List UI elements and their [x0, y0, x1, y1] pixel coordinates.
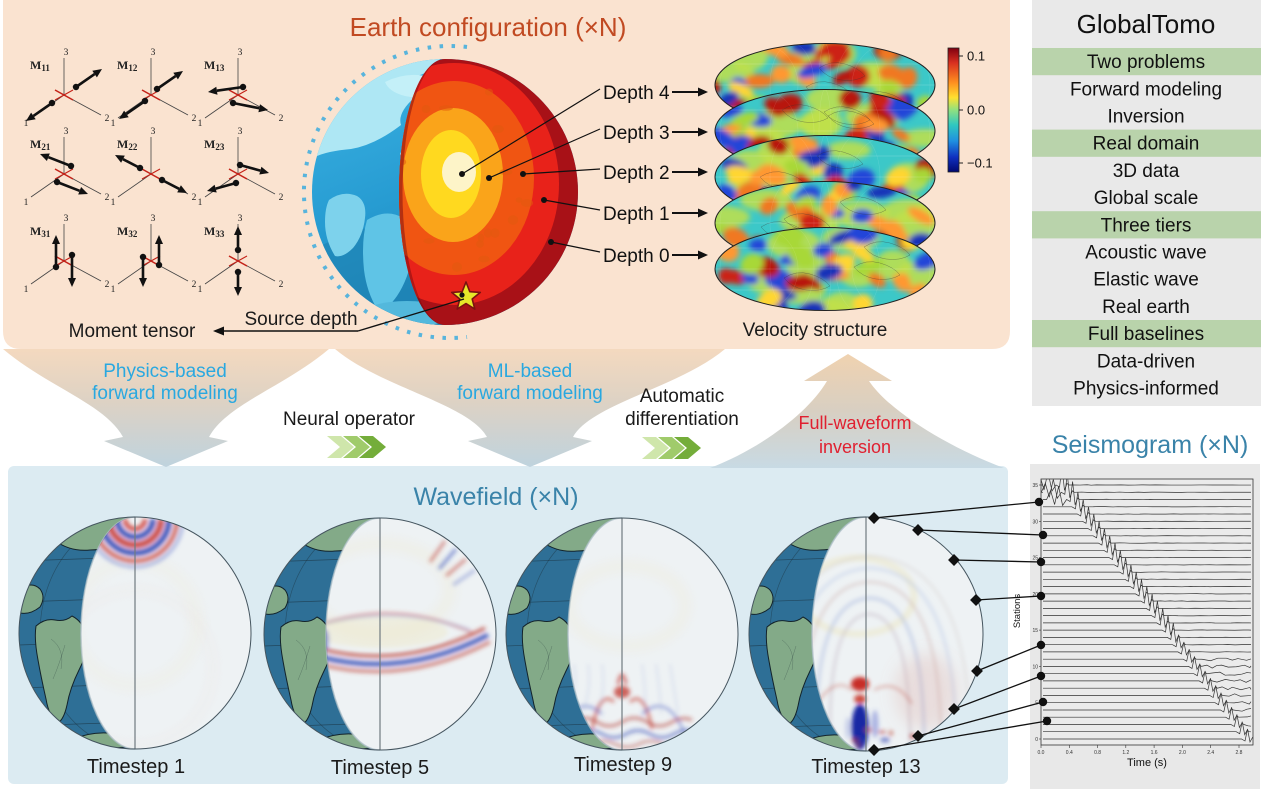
- svg-text:Depth 3: Depth 3: [603, 123, 670, 144]
- svg-text:Inversion: Inversion: [1107, 107, 1184, 128]
- svg-text:Forward modeling: Forward modeling: [1070, 79, 1222, 100]
- svg-text:1: 1: [111, 119, 116, 129]
- svg-text:3: 3: [64, 214, 69, 224]
- svg-text:−0.1: −0.1: [967, 156, 993, 171]
- svg-text:inversion: inversion: [819, 437, 891, 457]
- svg-text:Data-driven: Data-driven: [1097, 351, 1195, 372]
- svg-text:Automatic: Automatic: [640, 386, 724, 407]
- svg-text:3: 3: [151, 214, 156, 224]
- svg-text:0: 0: [1035, 737, 1038, 743]
- svg-text:Velocity structure: Velocity structure: [743, 320, 888, 341]
- svg-text:1.6: 1.6: [1151, 750, 1158, 756]
- svg-text:3: 3: [151, 127, 156, 137]
- svg-text:3: 3: [238, 127, 243, 137]
- svg-text:forward modeling: forward modeling: [92, 383, 238, 404]
- svg-text:Timestep 5: Timestep 5: [331, 757, 429, 779]
- svg-text:Full baselines: Full baselines: [1088, 324, 1204, 345]
- svg-text:Physics-based: Physics-based: [103, 361, 227, 382]
- svg-text:2: 2: [279, 114, 284, 124]
- svg-text:15: 15: [1032, 628, 1038, 634]
- svg-text:2.4: 2.4: [1207, 750, 1214, 756]
- svg-text:Real domain: Real domain: [1093, 134, 1200, 155]
- svg-text:1: 1: [198, 198, 203, 208]
- svg-text:2: 2: [105, 114, 110, 124]
- svg-text:1: 1: [24, 285, 29, 295]
- svg-text:Source depth: Source depth: [244, 309, 357, 330]
- svg-text:2: 2: [105, 280, 110, 290]
- svg-text:Moment tensor: Moment tensor: [69, 321, 196, 342]
- svg-text:Acoustic wave: Acoustic wave: [1085, 243, 1206, 264]
- svg-text:1: 1: [111, 198, 116, 208]
- svg-text:Depth 2: Depth 2: [603, 163, 670, 184]
- svg-text:Depth 0: Depth 0: [603, 246, 670, 267]
- svg-text:Time (s): Time (s): [1127, 757, 1167, 769]
- svg-text:20: 20: [1032, 592, 1038, 598]
- svg-text:2.0: 2.0: [1179, 750, 1186, 756]
- svg-text:Earth configuration (×N): Earth configuration (×N): [350, 12, 627, 42]
- svg-text:Timestep 9: Timestep 9: [574, 754, 672, 776]
- svg-text:differentiation: differentiation: [625, 409, 739, 430]
- svg-text:1: 1: [198, 285, 203, 295]
- svg-text:1: 1: [24, 198, 29, 208]
- svg-text:1.2: 1.2: [1122, 750, 1129, 756]
- svg-text:Full-waveform: Full-waveform: [798, 413, 911, 433]
- svg-text:0.1: 0.1: [967, 49, 985, 64]
- svg-text:2: 2: [192, 280, 197, 290]
- svg-text:0.0: 0.0: [1038, 750, 1045, 756]
- svg-text:Timestep 1: Timestep 1: [87, 756, 185, 778]
- svg-text:35: 35: [1032, 483, 1038, 489]
- svg-text:2: 2: [279, 280, 284, 290]
- svg-text:1: 1: [111, 285, 116, 295]
- svg-text:Timestep 13: Timestep 13: [811, 756, 920, 778]
- svg-text:GlobalTomo: GlobalTomo: [1077, 9, 1216, 39]
- svg-text:25: 25: [1032, 556, 1038, 562]
- svg-text:2: 2: [192, 193, 197, 203]
- svg-text:2: 2: [105, 193, 110, 203]
- svg-text:Depth 4: Depth 4: [603, 83, 670, 104]
- svg-text:2.8: 2.8: [1235, 750, 1242, 756]
- svg-text:10: 10: [1032, 664, 1038, 670]
- svg-text:3: 3: [64, 48, 69, 58]
- svg-text:2: 2: [192, 114, 197, 124]
- svg-text:3: 3: [151, 48, 156, 58]
- svg-text:Wavefield (×N): Wavefield (×N): [413, 483, 578, 511]
- svg-text:Depth 1: Depth 1: [603, 204, 670, 225]
- svg-text:1: 1: [24, 119, 29, 129]
- svg-text:2: 2: [279, 193, 284, 203]
- svg-text:0.8: 0.8: [1094, 750, 1101, 756]
- svg-text:0.0: 0.0: [967, 103, 985, 118]
- svg-text:Physics-informed: Physics-informed: [1073, 379, 1219, 400]
- svg-text:Elastic wave: Elastic wave: [1093, 270, 1199, 291]
- svg-text:Seismogram (×N): Seismogram (×N): [1052, 431, 1249, 459]
- svg-text:30: 30: [1032, 519, 1038, 525]
- svg-text:0.4: 0.4: [1066, 750, 1073, 756]
- svg-text:Real earth: Real earth: [1102, 297, 1190, 318]
- svg-text:Global scale: Global scale: [1094, 188, 1199, 209]
- svg-text:3: 3: [64, 127, 69, 137]
- svg-text:Neural operator: Neural operator: [283, 409, 416, 430]
- svg-text:forward modeling: forward modeling: [457, 383, 603, 404]
- svg-text:3: 3: [238, 48, 243, 58]
- svg-text:1: 1: [198, 119, 203, 129]
- svg-text:Three tiers: Three tiers: [1101, 215, 1192, 236]
- svg-text:Stations: Stations: [1012, 594, 1023, 629]
- svg-text:ML-based: ML-based: [488, 361, 573, 382]
- svg-text:3D data: 3D data: [1113, 161, 1180, 182]
- svg-text:3: 3: [238, 214, 243, 224]
- svg-text:Two problems: Two problems: [1087, 52, 1205, 73]
